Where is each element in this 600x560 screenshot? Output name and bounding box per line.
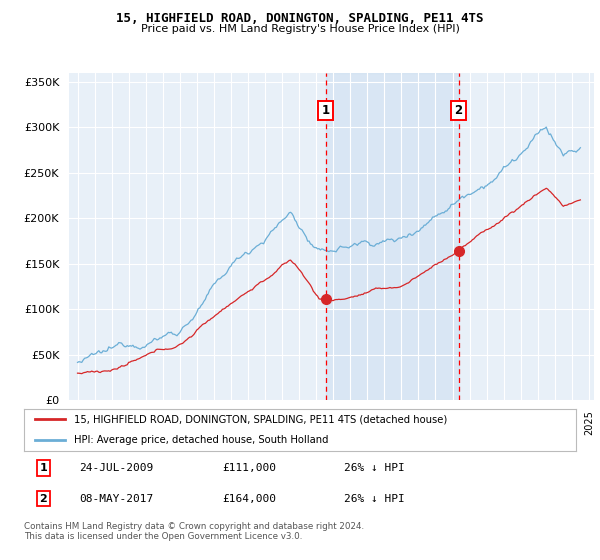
Text: 08-MAY-2017: 08-MAY-2017	[79, 494, 154, 503]
Text: Price paid vs. HM Land Registry's House Price Index (HPI): Price paid vs. HM Land Registry's House …	[140, 24, 460, 34]
Text: £111,000: £111,000	[223, 463, 277, 473]
Text: 15, HIGHFIELD ROAD, DONINGTON, SPALDING, PE11 4TS: 15, HIGHFIELD ROAD, DONINGTON, SPALDING,…	[116, 12, 484, 25]
Text: 15, HIGHFIELD ROAD, DONINGTON, SPALDING, PE11 4TS (detached house): 15, HIGHFIELD ROAD, DONINGTON, SPALDING,…	[74, 414, 447, 424]
Text: HPI: Average price, detached house, South Holland: HPI: Average price, detached house, Sout…	[74, 435, 328, 445]
Text: 26% ↓ HPI: 26% ↓ HPI	[344, 494, 405, 503]
Text: 26% ↓ HPI: 26% ↓ HPI	[344, 463, 405, 473]
Text: 1: 1	[40, 463, 47, 473]
Text: £164,000: £164,000	[223, 494, 277, 503]
Text: 2: 2	[455, 104, 463, 117]
Text: Contains HM Land Registry data © Crown copyright and database right 2024.
This d: Contains HM Land Registry data © Crown c…	[24, 522, 364, 542]
Text: 24-JUL-2009: 24-JUL-2009	[79, 463, 154, 473]
Text: 1: 1	[322, 104, 330, 117]
Bar	[326, 73, 458, 400]
Text: 2: 2	[40, 494, 47, 503]
